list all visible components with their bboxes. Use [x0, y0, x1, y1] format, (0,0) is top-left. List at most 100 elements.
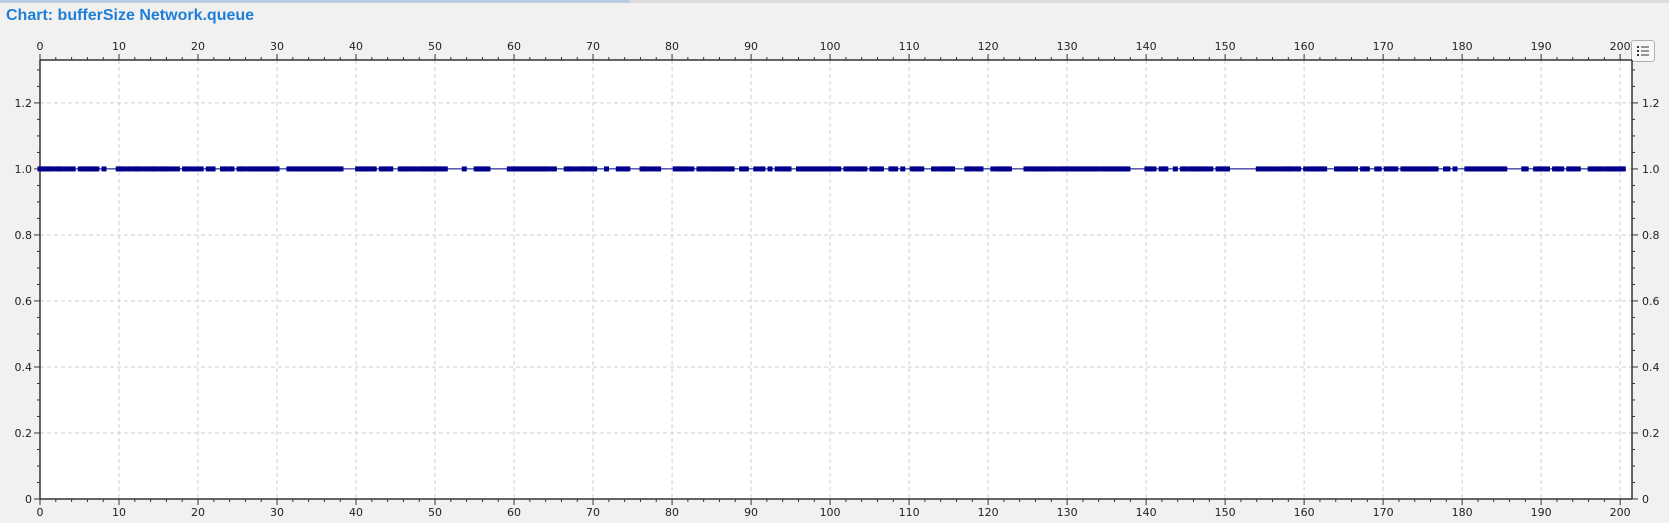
legend-toggle-button[interactable]	[1631, 40, 1655, 62]
x-tick-label-bottom: 80	[665, 506, 679, 519]
y-tick-label-right: 1.2	[1642, 97, 1660, 110]
data-point	[94, 166, 100, 172]
data-point	[1296, 166, 1302, 172]
data-point	[774, 166, 780, 172]
data-point	[990, 166, 996, 172]
y-tick-label-right: 0	[1642, 493, 1649, 506]
data-point	[753, 166, 759, 172]
x-tick-label-top: 110	[899, 40, 920, 53]
data-point	[1208, 166, 1214, 172]
data-point	[1433, 166, 1439, 172]
y-tick-label-left: 1.2	[15, 97, 33, 110]
y-tick-label-right: 0.6	[1642, 295, 1660, 308]
data-point	[338, 166, 344, 172]
series-group	[37, 166, 1626, 172]
data-point	[544, 166, 550, 172]
data-point	[189, 166, 195, 172]
data-point	[760, 166, 766, 172]
data-point	[1620, 166, 1626, 172]
data-point	[1544, 166, 1550, 172]
x-tick-label-top: 180	[1452, 40, 1473, 53]
chart-svg: 0010102020303040405050606070708080909010…	[15, 40, 1660, 519]
x-tick-label-top: 60	[507, 40, 521, 53]
data-point	[603, 166, 609, 172]
data-point	[461, 166, 467, 172]
data-point	[170, 166, 176, 172]
data-point	[1559, 166, 1565, 172]
x-tick-label-top: 70	[586, 40, 600, 53]
plot-area	[40, 60, 1632, 499]
data-point	[165, 166, 171, 172]
data-point	[950, 166, 956, 172]
y-tick-label-right: 0.2	[1642, 427, 1660, 440]
x-tick-label-bottom: 20	[191, 506, 205, 519]
data-point	[205, 166, 211, 172]
data-point	[1006, 166, 1012, 172]
y-tick-label-left: 0	[25, 493, 32, 506]
data-point	[485, 166, 491, 172]
data-point	[198, 166, 204, 172]
data-point	[63, 166, 69, 172]
data-point	[222, 166, 228, 172]
x-tick-label-bottom: 50	[428, 506, 442, 519]
x-tick-label-bottom: 30	[270, 506, 284, 519]
x-tick-label-top: 30	[270, 40, 284, 53]
x-tick-label-top: 90	[744, 40, 758, 53]
data-point	[1393, 166, 1399, 172]
chart-title: Chart: bufferSize Network.queue	[6, 7, 255, 24]
data-point	[978, 166, 984, 172]
data-point	[720, 166, 726, 172]
data-point	[1265, 166, 1271, 172]
x-tick-label-top: 170	[1373, 40, 1394, 53]
data-point	[1094, 166, 1100, 172]
data-point	[568, 166, 574, 172]
data-point	[1151, 166, 1157, 172]
data-point	[193, 166, 199, 172]
x-tick-label-bottom: 60	[507, 506, 521, 519]
data-point	[625, 166, 631, 172]
data-point	[618, 166, 624, 172]
window-top-bar	[0, 0, 1669, 3]
data-point	[1303, 166, 1309, 172]
data-point	[862, 166, 868, 172]
data-point	[1270, 166, 1276, 172]
data-point	[137, 166, 143, 172]
data-point	[1203, 166, 1209, 172]
data-point	[442, 166, 448, 172]
data-point	[1364, 166, 1370, 172]
data-point	[1575, 166, 1581, 172]
data-point	[153, 166, 159, 172]
data-point	[1258, 166, 1264, 172]
data-point	[58, 166, 64, 172]
data-point	[786, 166, 792, 172]
y-tick-label-left: 1.0	[15, 163, 33, 176]
x-tick-label-bottom: 180	[1452, 506, 1473, 519]
data-point	[689, 166, 695, 172]
data-point	[1288, 166, 1294, 172]
data-point	[1224, 166, 1230, 172]
data-point	[919, 166, 925, 172]
y-tick-label-left: 0.6	[15, 295, 33, 308]
data-point	[1051, 166, 1057, 172]
x-tick-label-bottom: 190	[1531, 506, 1552, 519]
data-point	[411, 166, 417, 172]
data-point	[144, 166, 150, 172]
list-icon	[1637, 46, 1649, 56]
x-tick-label-bottom: 150	[1215, 506, 1236, 519]
data-point	[703, 166, 709, 172]
data-point	[1445, 166, 1451, 172]
x-tick-label-bottom: 40	[349, 506, 363, 519]
data-point	[210, 166, 216, 172]
data-point	[229, 166, 235, 172]
data-point	[1571, 166, 1577, 172]
data-point	[592, 166, 598, 172]
x-tick-label-top: 130	[1057, 40, 1078, 53]
x-tick-label-top: 160	[1294, 40, 1315, 53]
data-point	[729, 166, 735, 172]
x-tick-label-bottom: 120	[978, 506, 999, 519]
ticks: 0010102020303040405050606070708080909010…	[15, 40, 1660, 519]
data-point	[388, 166, 394, 172]
data-point	[1537, 166, 1543, 172]
x-tick-label-top: 190	[1531, 40, 1552, 53]
data-point	[933, 166, 939, 172]
